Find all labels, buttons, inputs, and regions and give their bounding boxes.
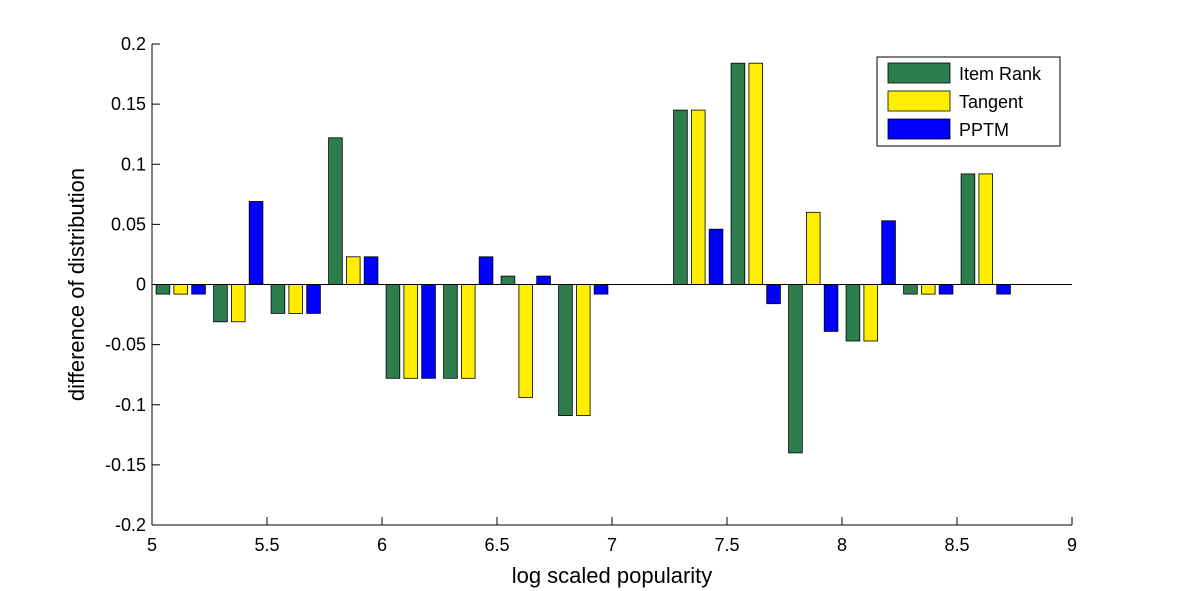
bar-item-rank-12	[845, 284, 861, 342]
x-ticks: 5 5.5 6 6.5 7 7.5 8 8.5 9	[147, 517, 1077, 555]
legend: Item Rank Tangent PPTM	[876, 56, 1061, 147]
bar-tangent-12	[863, 284, 879, 342]
y-tick-label: 0.1	[121, 154, 146, 174]
bar-pptm-9	[708, 228, 724, 285]
x-tick-label: 5	[147, 535, 157, 555]
y-tick-label: -0.1	[115, 395, 146, 415]
bar-item-rank-2	[270, 284, 286, 314]
x-tick-label: 7.5	[714, 535, 739, 555]
bar-item-rank-10	[730, 62, 746, 285]
y-tick-label: 0.05	[111, 214, 146, 234]
bar-item-rank-0	[155, 284, 171, 295]
y-tick-label: 0	[136, 275, 146, 295]
bar-tangent-6	[518, 284, 534, 398]
bar-item-rank-5	[443, 284, 458, 379]
bar-item-rank-13	[903, 284, 918, 295]
bar-tangent-10	[748, 62, 764, 285]
bar-item-rank-14	[960, 173, 976, 285]
legend-swatch-item-rank	[887, 62, 951, 84]
bar-pptm-11	[823, 284, 839, 332]
y-tick-label: -0.15	[105, 455, 146, 475]
bar-pptm-5	[478, 256, 494, 285]
bars-group	[155, 62, 1011, 454]
bar-pptm-4	[421, 284, 436, 379]
bar-tangent-2	[288, 284, 303, 314]
bar-tangent-1	[230, 284, 246, 323]
legend-swatch-tangent	[887, 90, 951, 112]
bar-item-rank-3	[328, 137, 343, 285]
bar-tangent-3	[345, 256, 361, 285]
bar-pptm-10	[766, 284, 781, 305]
bar-pptm-6	[536, 275, 551, 285]
x-tick-label: 7	[607, 535, 617, 555]
legend-label-pptm: PPTM	[959, 120, 1009, 140]
bar-item-rank-6	[500, 275, 516, 285]
bar-item-rank-7	[558, 284, 573, 417]
y-axis-label: difference of distribution	[64, 168, 89, 401]
bar-tangent-11	[806, 211, 821, 285]
bar-tangent-4	[403, 284, 418, 379]
bar-tangent-7	[576, 284, 591, 417]
bar-tangent-14	[978, 173, 994, 285]
bar-pptm-2	[306, 284, 321, 314]
bar-pptm-7	[593, 284, 609, 295]
x-tick-label: 8.5	[944, 535, 969, 555]
x-axis-label: log scaled popularity	[512, 563, 713, 588]
bar-tangent-5	[460, 284, 476, 379]
legend-label-item-rank: Item Rank	[959, 64, 1042, 84]
y-tick-label: 0.15	[111, 94, 146, 114]
x-tick-label: 8	[837, 535, 847, 555]
x-tick-label: 9	[1067, 535, 1077, 555]
bar-pptm-3	[363, 256, 379, 285]
y-tick-label: -0.2	[115, 515, 146, 535]
legend-swatch-pptm	[887, 118, 951, 140]
bar-item-rank-4	[385, 284, 401, 379]
bar-pptm-13	[938, 284, 954, 295]
y-ticks: -0.2 -0.15 -0.1 -0.05 0 0.05 0.1 0.15 0.2	[105, 34, 160, 535]
y-tick-label: 0.2	[121, 34, 146, 54]
x-tick-label: 6	[377, 535, 387, 555]
bar-tangent-13	[921, 284, 936, 295]
bar-item-rank-11	[788, 284, 803, 454]
bar-pptm-12	[881, 220, 896, 285]
x-tick-label: 5.5	[254, 535, 279, 555]
y-tick-label: -0.05	[105, 335, 146, 355]
bar-tangent-9	[691, 109, 706, 285]
bar-pptm-14	[996, 284, 1011, 295]
bar-pptm-0	[191, 284, 206, 295]
bar-tangent-0	[173, 284, 188, 295]
bar-item-rank-1	[213, 284, 228, 323]
bar-pptm-1	[248, 201, 264, 285]
legend-label-tangent: Tangent	[959, 92, 1023, 112]
x-tick-label: 6.5	[484, 535, 509, 555]
bar-item-rank-9	[673, 109, 688, 285]
